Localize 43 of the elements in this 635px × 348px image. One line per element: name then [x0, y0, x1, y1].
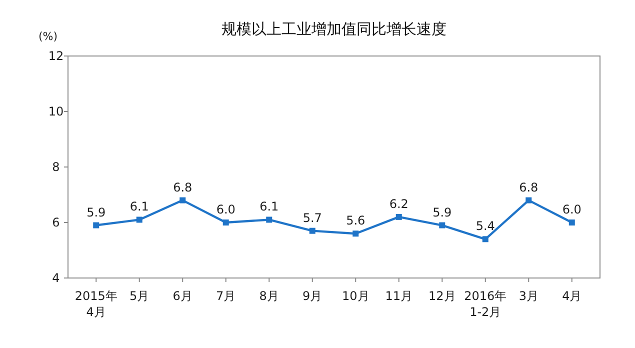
data-label: 6.8: [519, 180, 538, 194]
point: [136, 216, 142, 223]
x-tick-label: 3月: [518, 289, 538, 303]
data-label: 6.1: [130, 200, 149, 214]
x-tick-label: 7月: [216, 289, 236, 303]
data-label: 6.1: [260, 200, 279, 214]
point: [396, 214, 402, 220]
data-label: 6.0: [562, 202, 582, 216]
x-tick-label: 12月: [428, 289, 456, 303]
x-tick-label: 11月: [385, 289, 413, 303]
data-label: 5.9: [86, 205, 106, 220]
point: [482, 236, 488, 242]
x-tick-label: 5月: [130, 289, 150, 303]
point: [309, 228, 316, 234]
x-tick-label: 2016年 1-2月: [464, 289, 507, 319]
point: [266, 216, 272, 223]
x-tick-label: 9月: [302, 289, 322, 303]
point: [352, 230, 359, 237]
chart-title: 规模以上工业增加值同比增长速度: [222, 20, 446, 38]
point: [526, 197, 532, 204]
data-label: 6.2: [389, 196, 408, 211]
data-label: 6.0: [216, 202, 236, 216]
point: [439, 222, 446, 228]
y-tick-label: 12: [48, 49, 64, 63]
data-label: 5.6: [346, 214, 366, 228]
y-tick-label: 4: [52, 271, 60, 285]
x-tick-label: 4月: [562, 289, 582, 303]
x-tick-label: 10月: [342, 289, 370, 303]
data-label: 5.9: [432, 205, 452, 220]
y-tick-label: 8: [52, 160, 60, 174]
point: [180, 197, 186, 204]
point: [93, 222, 100, 228]
point: [222, 220, 229, 226]
data-label: 5.4: [476, 219, 495, 234]
data-label: 6.8: [173, 180, 192, 194]
point: [568, 220, 575, 226]
data-label: 5.7: [302, 210, 322, 225]
x-tick-label: 8月: [259, 289, 279, 303]
y-axis-title: (%): [38, 30, 58, 43]
y-tick-label: 6: [52, 216, 60, 230]
x-tick-label: 6月: [172, 289, 192, 303]
x-tick-label: 2015年 4月: [74, 289, 118, 319]
y-tick-label: 10: [48, 104, 64, 118]
